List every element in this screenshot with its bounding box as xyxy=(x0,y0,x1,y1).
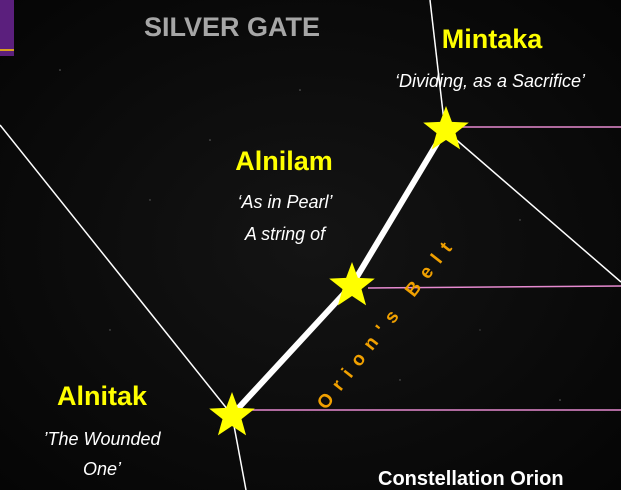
star-meaning: ‘As in Pearl’ xyxy=(237,192,333,212)
star-meaning: ’The Wounded xyxy=(43,429,161,449)
star-field xyxy=(59,69,561,401)
stars xyxy=(209,106,469,436)
star-name: Alnitak xyxy=(57,381,148,411)
star-alnitak xyxy=(209,392,255,436)
star-meaning: One’ xyxy=(83,459,122,479)
star-name: Mintaka xyxy=(442,24,544,54)
star-name: Alnilam xyxy=(235,146,333,176)
star-meaning: A string of xyxy=(244,224,327,244)
star-mintaka xyxy=(423,106,469,150)
corner-emblem xyxy=(0,0,14,56)
star-alnilam xyxy=(329,262,375,306)
caption: Constellation Orion xyxy=(378,468,564,490)
title: SILVER GATE xyxy=(144,12,320,42)
guide-lines xyxy=(248,126,621,411)
star-meaning: ‘Dividing, as a Sacrifice’ xyxy=(395,71,586,91)
